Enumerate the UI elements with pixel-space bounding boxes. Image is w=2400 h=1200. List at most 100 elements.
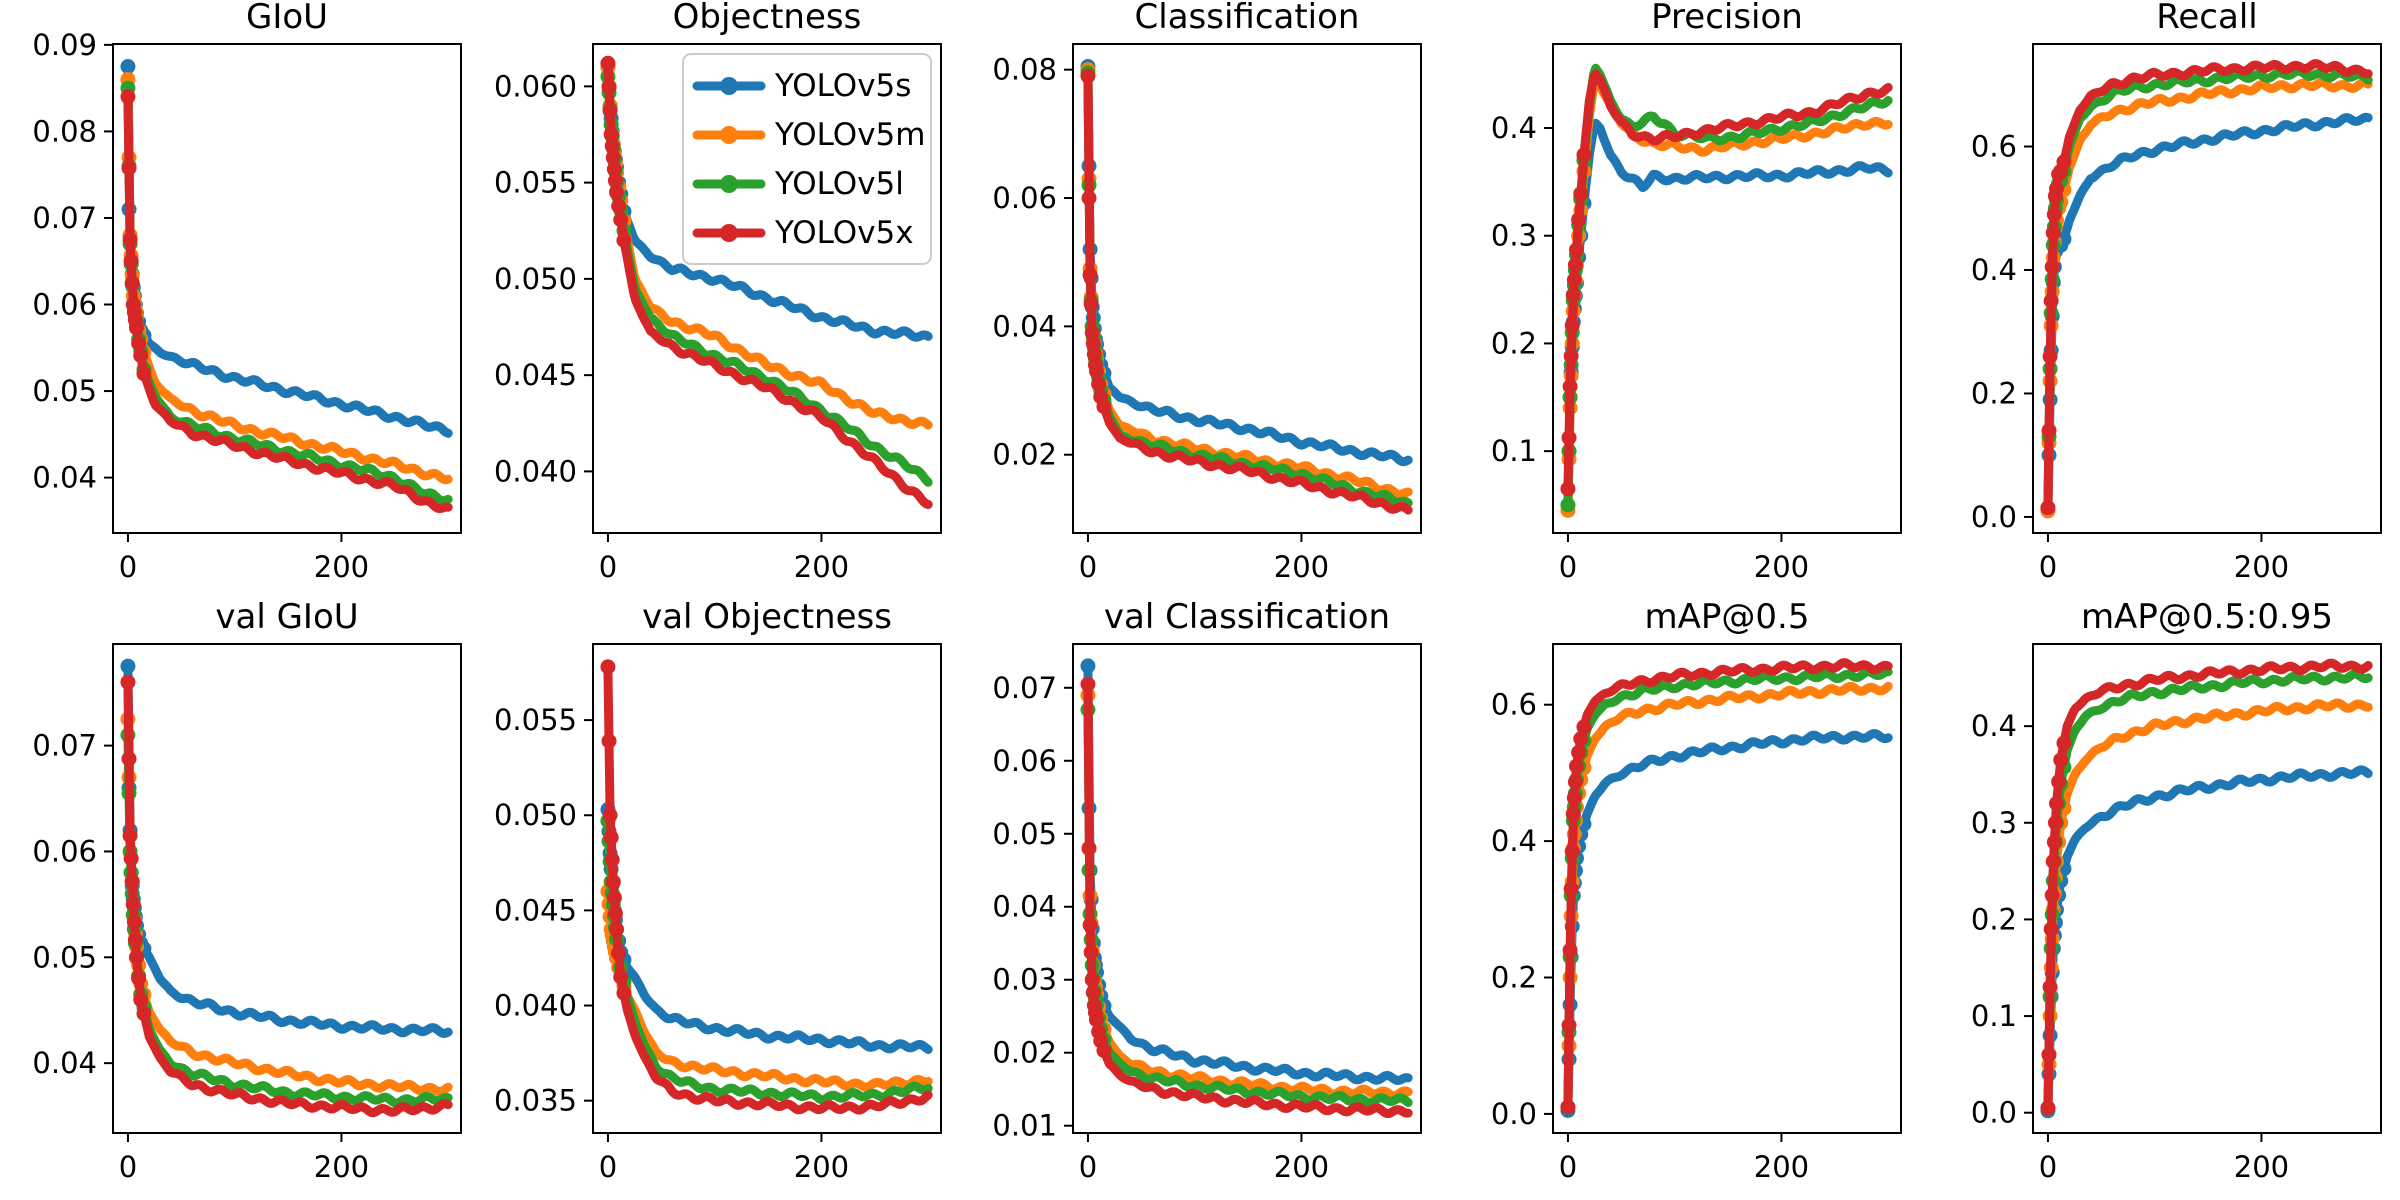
series-line-yolov5m	[123, 714, 453, 1097]
series-marker-yolov5l	[1560, 497, 1576, 513]
series-marker-yolov5x	[608, 921, 624, 937]
x-tick-label: 200	[1754, 1150, 1809, 1184]
y-tick-label: 0.4	[1491, 824, 1537, 858]
series-marker-yolov5x	[1565, 287, 1581, 303]
axes-frame	[592, 643, 942, 1134]
series-line-yolov5x	[1563, 69, 1893, 494]
y-tick-label: 0.08	[32, 114, 97, 148]
y-tick-label: 0.1	[1491, 434, 1537, 468]
series-marker-yolov5x	[2048, 181, 2064, 197]
legend-marker-yolov5x	[720, 224, 738, 242]
series-line-yolov5s	[123, 62, 453, 438]
series-marker-yolov5x	[131, 335, 147, 351]
y-tick-label: 0.05	[992, 817, 1057, 851]
y-tick-label: 0.08	[992, 53, 1057, 87]
y-tick-label: 0.045	[494, 893, 577, 927]
series-marker-yolov5x	[2056, 154, 2072, 170]
series-marker-yolov5s	[1080, 658, 1096, 674]
series-line-yolov5m	[2043, 698, 2373, 1113]
series-marker-yolov5x	[2041, 423, 2057, 439]
series-line-yolov5x	[2043, 658, 2373, 1113]
series-marker-yolov5x	[2051, 774, 2067, 790]
legend-marker-yolov5m	[720, 126, 738, 144]
x-tick-label: 200	[2234, 550, 2289, 584]
series-line-yolov5l	[1083, 705, 1413, 1108]
subplot-precision: Precision 0.1 0.2 0.3 0.4 0 200	[1491, 0, 1902, 584]
series-marker-yolov5x	[1085, 985, 1101, 1001]
series-marker-yolov5x	[127, 932, 143, 948]
y-tick-label: 0.4	[1971, 253, 2017, 287]
series-marker-yolov5x	[1081, 190, 1097, 206]
series-marker-yolov5x	[1571, 212, 1587, 228]
series-marker-yolov5x	[1564, 843, 1580, 859]
legend-label-yolov5s: YOLOv5s	[774, 68, 911, 104]
series-marker-yolov5x	[120, 89, 136, 105]
series-marker-yolov5x	[133, 992, 149, 1008]
series-line-yolov5s	[2043, 765, 2373, 1116]
series-line-yolov5x	[603, 58, 933, 509]
series-marker-yolov5x	[607, 906, 623, 922]
plot-title: GIoU	[246, 0, 328, 37]
plot-title: val Objectness	[642, 600, 892, 637]
series-marker-yolov5x	[2056, 735, 2072, 751]
series-line-yolov5l	[1563, 63, 1893, 510]
series-marker-yolov5x	[1560, 481, 1576, 497]
y-tick-label: 0.3	[1971, 806, 2017, 840]
legend-label-yolov5l: YOLOv5l	[774, 166, 904, 202]
series-line-yolov5l	[1083, 68, 1413, 508]
series-marker-yolov5x	[606, 161, 622, 177]
series-marker-yolov5x	[123, 253, 139, 269]
series-marker-yolov5x	[1084, 972, 1100, 988]
series-marker-yolov5x	[1573, 731, 1589, 747]
series-marker-yolov5x	[2044, 887, 2060, 903]
axes-frame	[2032, 643, 2382, 1134]
series-marker-yolov5x	[604, 138, 620, 154]
series-marker-yolov5x	[613, 969, 629, 985]
series-marker-yolov5x	[121, 751, 137, 767]
y-tick-label: 0.04	[992, 890, 1057, 924]
series-marker-yolov5x	[2040, 500, 2056, 516]
y-tick-label: 0.0	[1491, 1097, 1537, 1131]
series-line-yolov5x	[1563, 658, 1893, 1112]
y-tick-label: 0.040	[494, 454, 577, 488]
series-marker-yolov5x	[2044, 259, 2060, 275]
legend-marker-yolov5s	[720, 77, 738, 95]
series-marker-yolov5x	[1573, 186, 1589, 202]
series-marker-yolov5x	[125, 896, 141, 912]
legend-label-yolov5m: YOLOv5m	[774, 117, 925, 153]
series-marker-yolov5x	[1096, 399, 1112, 415]
series-line-yolov5m	[603, 886, 933, 1092]
series-marker-yolov5x	[128, 949, 144, 965]
series-marker-yolov5x	[1576, 147, 1592, 163]
y-tick-label: 0.035	[494, 1084, 577, 1118]
x-tick-label: 200	[1274, 550, 1329, 584]
y-tick-label: 0.2	[1971, 376, 2017, 410]
series-marker-yolov5x	[131, 970, 147, 986]
x-tick-label: 0	[2039, 550, 2057, 584]
series-marker-yolov5x	[616, 985, 632, 1001]
y-tick-label: 0.6	[1491, 688, 1537, 722]
x-tick-label: 200	[314, 1150, 369, 1184]
y-tick-label: 0.06	[32, 288, 97, 322]
series-marker-yolov5x	[122, 232, 138, 248]
subplot-objectness: Objectness 0.040 0.045 0.050 0.055 0.060 0 200 Y…	[494, 0, 942, 584]
y-tick-label: 0.04	[32, 461, 97, 495]
series-marker-yolov5x	[1563, 348, 1579, 364]
legend: YOLOv5s YOLOv5m YOLOv5l YOLOv5x	[682, 53, 932, 265]
y-tick-label: 0.050	[494, 798, 577, 832]
series-line-yolov5m	[2043, 77, 2373, 516]
series-line-yolov5s	[603, 805, 933, 1054]
series-marker-yolov5x	[602, 807, 618, 823]
series-marker-yolov5x	[1083, 296, 1099, 312]
series-marker-yolov5x	[2043, 921, 2059, 937]
series-marker-yolov5x	[1565, 806, 1581, 822]
series-line-yolov5l	[123, 730, 453, 1108]
series-marker-yolov5x	[2045, 225, 2061, 241]
axes-frame	[112, 43, 462, 534]
series-line-yolov5l	[603, 816, 933, 1105]
legend-box	[682, 53, 932, 265]
axes-frame	[1552, 43, 1902, 534]
series-marker-yolov5x	[2041, 1047, 2057, 1063]
series-line-yolov5x	[1083, 71, 1413, 515]
y-tick-label: 0.4	[1491, 111, 1537, 145]
